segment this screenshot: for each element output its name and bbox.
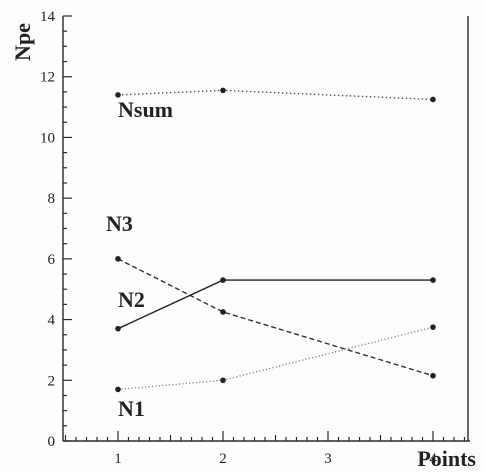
y-tick-label: 0 <box>48 434 56 450</box>
series-label-n3: N3 <box>106 211 133 236</box>
series-lines <box>117 89 434 391</box>
data-point-n3 <box>220 309 226 315</box>
data-point-n2 <box>430 277 436 283</box>
y-tick-label: 4 <box>48 313 56 329</box>
data-point-n3 <box>115 256 121 262</box>
data-point-n3 <box>430 372 436 379</box>
data-point-n1 <box>430 324 436 330</box>
series-label-n1: N1 <box>118 396 145 421</box>
series-label-n2: N2 <box>118 287 145 312</box>
series-line-n3 <box>117 258 434 377</box>
data-point-n1 <box>115 386 121 393</box>
series-label-nsum: Nsum <box>118 97 173 122</box>
x-tick-label: 3 <box>324 451 332 467</box>
data-point-nsum <box>430 96 436 103</box>
x-axis-title: Points <box>417 446 476 471</box>
x-tick-label: 2 <box>219 451 227 467</box>
data-points <box>115 87 436 393</box>
y-tick-label: 8 <box>48 191 56 207</box>
y-axis-title: Npe <box>10 23 35 61</box>
y-tick-label: 6 <box>48 252 56 268</box>
series-line-n1 <box>117 326 434 391</box>
data-point-n2 <box>115 325 121 332</box>
y-tick-label: 14 <box>40 9 56 25</box>
x-tick-label: 1 <box>114 451 122 467</box>
y-tick-label: 10 <box>40 130 55 146</box>
series-labels: Nsum N3 N2 N1 <box>106 97 173 421</box>
data-point-nsum <box>115 92 121 98</box>
x-tick-label: 4 <box>429 451 437 467</box>
series-line-n2 <box>117 279 433 330</box>
y-tick-label: 12 <box>40 70 55 86</box>
data-point-n1 <box>220 377 226 384</box>
data-point-nsum <box>220 87 226 94</box>
y-tick-label: 2 <box>48 373 56 389</box>
data-point-n2 <box>220 277 226 283</box>
